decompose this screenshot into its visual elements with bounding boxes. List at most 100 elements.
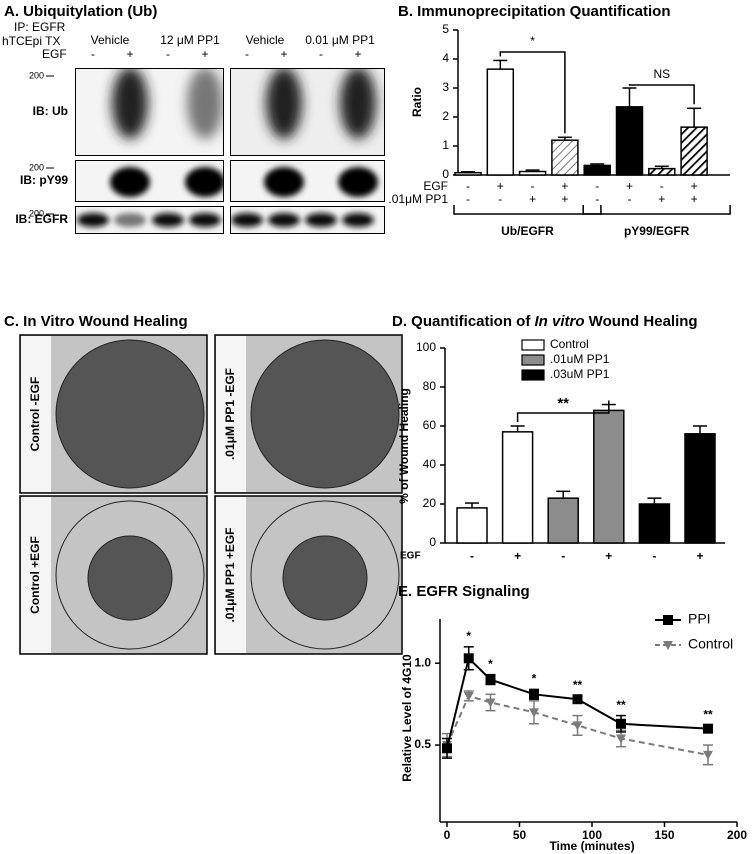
blot-band [264, 167, 304, 197]
row-label: IB: Ub [33, 104, 68, 118]
row-sign: + [658, 192, 665, 206]
marker [572, 694, 583, 705]
row-sign: + [497, 179, 504, 193]
egf-sign: - [319, 47, 323, 61]
egf-sign: + [354, 47, 361, 61]
row-sign: + [514, 549, 521, 563]
row-sign: - [660, 179, 664, 193]
group-label: pY99/EGFR [624, 224, 690, 238]
x-axis-label: Time (minutes) [549, 839, 634, 853]
label-strip [21, 497, 51, 653]
marker-label: 200 [29, 70, 44, 80]
blot-smear [340, 68, 376, 139]
group-label: Ub/EGFR [501, 224, 554, 238]
bar [680, 126, 708, 176]
significance-label: ** [703, 708, 713, 722]
bar [593, 409, 625, 544]
row-sign: + [561, 192, 568, 206]
blot-band [342, 213, 374, 227]
group-bracket [453, 205, 602, 215]
group-bracket [582, 205, 731, 215]
egf-sign: - [166, 47, 170, 61]
row-sign: + [529, 192, 536, 206]
panel-title: A. Ubiquitylation (Ub) [4, 3, 157, 20]
image-label: .01μM PP1 -EGF [223, 368, 237, 460]
marker-label: 200 [29, 162, 44, 172]
label-strip [21, 336, 51, 492]
egf-label: EGF [42, 47, 67, 61]
x-tick-label: 0 [444, 828, 451, 842]
row-sign: - [531, 179, 535, 193]
bar [684, 433, 716, 544]
significance-label: * [532, 672, 537, 686]
legend-label: .03uM PP1 [550, 367, 610, 381]
significance-label: ** [557, 395, 569, 412]
y-tick-label: 5 [442, 22, 449, 36]
y-axis-label: Relative Level of 4G10 [400, 654, 414, 782]
blot-band [231, 213, 263, 227]
row-sign: + [691, 192, 698, 206]
x-tick-label: 150 [654, 828, 674, 842]
legend-label: PPI [688, 611, 711, 627]
y-tick-label: 80 [423, 379, 437, 393]
legend-label: Control [688, 636, 733, 652]
blot-band [338, 167, 378, 197]
blot [230, 206, 385, 234]
wound-open [87, 535, 173, 621]
bar [648, 167, 676, 176]
egf-sign: + [201, 47, 208, 61]
legend-label: Control [550, 337, 589, 351]
row-sign: - [470, 549, 474, 563]
row-sign: - [498, 192, 502, 206]
marker [442, 743, 452, 754]
wound-open [282, 535, 368, 621]
chart-title: B. Immunoprecipitation Quantification [398, 3, 671, 20]
label-strip [216, 336, 246, 492]
bar [547, 497, 579, 544]
row-label: EGF [400, 551, 421, 562]
row-label: IB: pY99 [20, 173, 68, 187]
legend-swatch [521, 354, 545, 366]
significance-label: * [488, 657, 493, 671]
egf-sign: + [126, 47, 133, 61]
bar [638, 503, 671, 544]
blot [230, 160, 385, 202]
bar [551, 139, 579, 176]
bar [615, 106, 644, 176]
row-sign: + [691, 179, 698, 193]
x-tick-label: 50 [513, 828, 527, 842]
legend-swatch [521, 369, 545, 381]
significance-label: NS [653, 67, 670, 81]
marker [703, 750, 713, 760]
row-sign: + [561, 179, 568, 193]
marker [485, 698, 496, 708]
blot [75, 206, 224, 234]
row-label: .01μM PP1 [388, 192, 448, 206]
marker [463, 691, 474, 701]
blot-band [189, 213, 221, 227]
marker [485, 674, 496, 685]
title-part: In vitro [535, 313, 585, 330]
row-sign: - [628, 192, 632, 206]
image-label: Control -EGF [28, 377, 42, 452]
y-tick-label: 2 [442, 109, 449, 123]
significance-label: * [466, 629, 471, 643]
egf-sign: + [280, 47, 287, 61]
bar [501, 431, 534, 544]
treatment-label: hTCEpi TX [2, 34, 60, 48]
legend-label: .01uM PP1 [550, 352, 610, 366]
significance-label: ** [573, 678, 583, 692]
image-label: .01μM PP1 +EGF [223, 527, 237, 622]
bar [583, 164, 611, 176]
marker [529, 689, 539, 700]
marker [616, 734, 626, 744]
group-label: Vehicle [91, 33, 130, 47]
wound-outline [250, 500, 400, 650]
y-tick-label: 100 [416, 340, 436, 354]
y-tick-label: 60 [423, 418, 437, 432]
marker [572, 721, 583, 731]
marker [616, 718, 626, 729]
bar [486, 68, 515, 176]
blot-band [185, 167, 224, 197]
label-strip [216, 497, 246, 653]
